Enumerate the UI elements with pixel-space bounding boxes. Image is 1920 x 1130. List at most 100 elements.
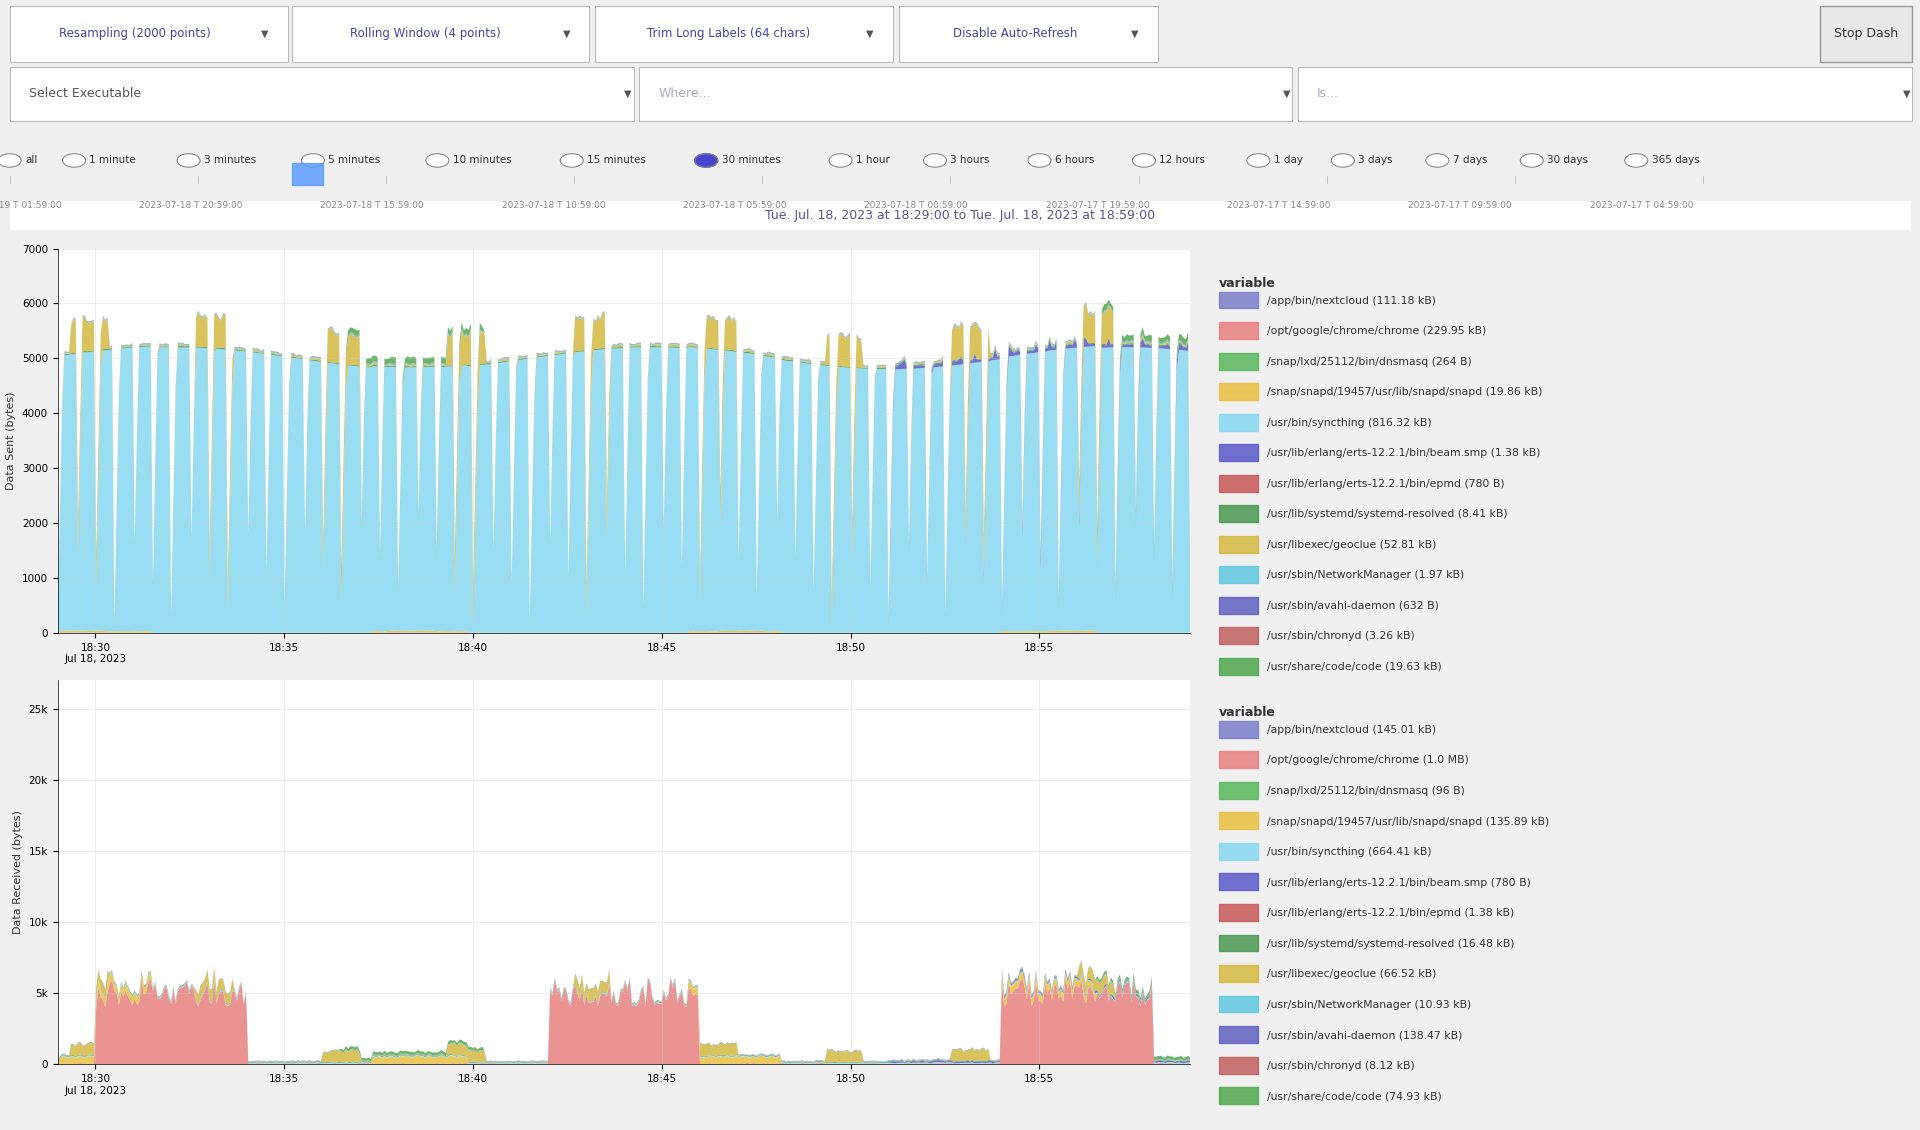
- Text: Select Executable: Select Executable: [29, 87, 140, 101]
- Text: 2023-07-18 T 05:59:00: 2023-07-18 T 05:59:00: [684, 201, 787, 210]
- Text: 2023-07-18 T 10:59:00: 2023-07-18 T 10:59:00: [501, 201, 605, 210]
- Text: /snap/snapd/19457/usr/lib/snapd/snapd (19.86 kB): /snap/snapd/19457/usr/lib/snapd/snapd (1…: [1267, 388, 1542, 397]
- Bar: [1219, 873, 1258, 890]
- Bar: [1219, 721, 1258, 738]
- Text: 3 hours: 3 hours: [950, 156, 991, 165]
- Bar: [1219, 1057, 1258, 1073]
- Text: /usr/sbin/avahi-daemon (632 B): /usr/sbin/avahi-daemon (632 B): [1267, 601, 1440, 610]
- Bar: [1219, 658, 1258, 675]
- Text: ▼: ▼: [1903, 89, 1910, 98]
- Text: /usr/sbin/chronyd (3.26 kB): /usr/sbin/chronyd (3.26 kB): [1267, 632, 1415, 641]
- Text: /usr/lib/erlang/erts-12.2.1/bin/epmd (780 B): /usr/lib/erlang/erts-12.2.1/bin/epmd (78…: [1267, 479, 1505, 488]
- Bar: [1219, 383, 1258, 400]
- Text: 2023-07-17 T 14:59:00: 2023-07-17 T 14:59:00: [1227, 201, 1331, 210]
- Text: /snap/lxd/25112/bin/dnsmasq (96 B): /snap/lxd/25112/bin/dnsmasq (96 B): [1267, 786, 1465, 796]
- Text: /usr/lib/erlang/erts-12.2.1/bin/epmd (1.38 kB): /usr/lib/erlang/erts-12.2.1/bin/epmd (1.…: [1267, 909, 1515, 918]
- Bar: [1219, 536, 1258, 553]
- Bar: [1219, 505, 1258, 522]
- Text: 12 hours: 12 hours: [1160, 156, 1206, 165]
- Circle shape: [0, 154, 21, 167]
- Y-axis label: Data Sent (bytes): Data Sent (bytes): [6, 391, 15, 490]
- Text: /usr/sbin/NetworkManager (10.93 kB): /usr/sbin/NetworkManager (10.93 kB): [1267, 1000, 1471, 1009]
- Text: 2023-07-19 T 01:59:00: 2023-07-19 T 01:59:00: [0, 201, 61, 210]
- Bar: [1219, 475, 1258, 492]
- Text: 2023-07-17 T 19:59:00: 2023-07-17 T 19:59:00: [1046, 201, 1150, 210]
- FancyBboxPatch shape: [899, 6, 1158, 62]
- Bar: [1219, 1087, 1258, 1104]
- Circle shape: [1133, 154, 1156, 167]
- Bar: [1219, 751, 1258, 768]
- Bar: [1219, 353, 1258, 370]
- Text: ▼: ▼: [624, 89, 632, 98]
- Text: /usr/bin/syncthing (816.32 kB): /usr/bin/syncthing (816.32 kB): [1267, 418, 1432, 427]
- Text: /usr/lib/systemd/systemd-resolved (8.41 kB): /usr/lib/systemd/systemd-resolved (8.41 …: [1267, 510, 1507, 519]
- Bar: [1219, 935, 1258, 951]
- Circle shape: [301, 154, 324, 167]
- Text: 2023-07-18 T 15:59:00: 2023-07-18 T 15:59:00: [321, 201, 424, 210]
- Text: /usr/sbin/avahi-daemon (138.47 kB): /usr/sbin/avahi-daemon (138.47 kB): [1267, 1031, 1463, 1040]
- Bar: [1219, 812, 1258, 829]
- Circle shape: [177, 154, 200, 167]
- Circle shape: [924, 154, 947, 167]
- FancyBboxPatch shape: [595, 6, 893, 62]
- Text: /app/bin/nextcloud (111.18 kB): /app/bin/nextcloud (111.18 kB): [1267, 296, 1436, 305]
- Text: /usr/sbin/chronyd (8.12 kB): /usr/sbin/chronyd (8.12 kB): [1267, 1061, 1415, 1070]
- Bar: [1219, 566, 1258, 583]
- Text: /usr/libexec/geoclue (52.81 kB): /usr/libexec/geoclue (52.81 kB): [1267, 540, 1436, 549]
- Bar: [1219, 843, 1258, 860]
- Text: ▼: ▼: [866, 29, 874, 38]
- Text: /usr/lib/systemd/systemd-resolved (16.48 kB): /usr/lib/systemd/systemd-resolved (16.48…: [1267, 939, 1515, 948]
- FancyBboxPatch shape: [10, 6, 288, 62]
- Text: 2023-07-18 T 20:59:00: 2023-07-18 T 20:59:00: [138, 201, 242, 210]
- Text: 2023-07-17 T 04:59:00: 2023-07-17 T 04:59:00: [1590, 201, 1693, 210]
- Bar: [1219, 904, 1258, 921]
- Text: Trim Long Labels (64 chars): Trim Long Labels (64 chars): [647, 27, 810, 41]
- Bar: [1219, 1026, 1258, 1043]
- Text: Is...: Is...: [1317, 87, 1340, 101]
- Text: Rolling Window (4 points): Rolling Window (4 points): [349, 27, 501, 41]
- Text: /usr/lib/erlang/erts-12.2.1/bin/beam.smp (1.38 kB): /usr/lib/erlang/erts-12.2.1/bin/beam.smp…: [1267, 449, 1540, 458]
- Text: variable: variable: [1219, 706, 1277, 720]
- Text: 1 minute: 1 minute: [90, 156, 136, 165]
- Text: Tue. Jul. 18, 2023 at 18:29:00 to Tue. Jul. 18, 2023 at 18:59:00: Tue. Jul. 18, 2023 at 18:29:00 to Tue. J…: [764, 209, 1156, 221]
- FancyBboxPatch shape: [639, 67, 1292, 121]
- Text: variable: variable: [1219, 277, 1277, 290]
- Bar: [1219, 322, 1258, 339]
- Circle shape: [561, 154, 584, 167]
- Circle shape: [1427, 154, 1450, 167]
- Circle shape: [695, 154, 718, 167]
- Bar: [1219, 444, 1258, 461]
- Text: /usr/libexec/geoclue (66.52 kB): /usr/libexec/geoclue (66.52 kB): [1267, 970, 1436, 979]
- Bar: [1219, 627, 1258, 644]
- Text: 3 days: 3 days: [1357, 156, 1392, 165]
- Circle shape: [1624, 154, 1647, 167]
- Text: Where...: Where...: [659, 87, 710, 101]
- Text: /app/bin/nextcloud (145.01 kB): /app/bin/nextcloud (145.01 kB): [1267, 725, 1436, 734]
- Circle shape: [426, 154, 449, 167]
- Text: 6 hours: 6 hours: [1054, 156, 1094, 165]
- Bar: [1219, 782, 1258, 799]
- Text: Disable Auto-Refresh: Disable Auto-Refresh: [952, 27, 1077, 41]
- Circle shape: [1246, 154, 1269, 167]
- Text: /opt/google/chrome/chrome (1.0 MB): /opt/google/chrome/chrome (1.0 MB): [1267, 756, 1469, 765]
- Text: /usr/share/code/code (74.93 kB): /usr/share/code/code (74.93 kB): [1267, 1092, 1442, 1101]
- Text: /usr/lib/erlang/erts-12.2.1/bin/beam.smp (780 B): /usr/lib/erlang/erts-12.2.1/bin/beam.smp…: [1267, 878, 1530, 887]
- Text: 2023-07-18 T 00:59:00: 2023-07-18 T 00:59:00: [864, 201, 968, 210]
- FancyBboxPatch shape: [292, 6, 589, 62]
- Text: 2023-07-17 T 09:59:00: 2023-07-17 T 09:59:00: [1409, 201, 1513, 210]
- Text: /usr/bin/syncthing (664.41 kB): /usr/bin/syncthing (664.41 kB): [1267, 848, 1432, 857]
- Text: 30 minutes: 30 minutes: [722, 156, 780, 165]
- Text: 365 days: 365 days: [1651, 156, 1699, 165]
- Text: ▼: ▼: [1283, 89, 1290, 98]
- Bar: [10, 165, 1910, 183]
- Bar: [1219, 597, 1258, 614]
- Bar: [292, 163, 323, 185]
- FancyBboxPatch shape: [1820, 6, 1912, 62]
- Text: all: all: [25, 156, 36, 165]
- Text: /snap/snapd/19457/usr/lib/snapd/snapd (135.89 kB): /snap/snapd/19457/usr/lib/snapd/snapd (1…: [1267, 817, 1549, 826]
- Circle shape: [1027, 154, 1050, 167]
- Bar: [1219, 965, 1258, 982]
- Bar: [1219, 292, 1258, 308]
- Text: 15 minutes: 15 minutes: [588, 156, 645, 165]
- Bar: [1219, 414, 1258, 431]
